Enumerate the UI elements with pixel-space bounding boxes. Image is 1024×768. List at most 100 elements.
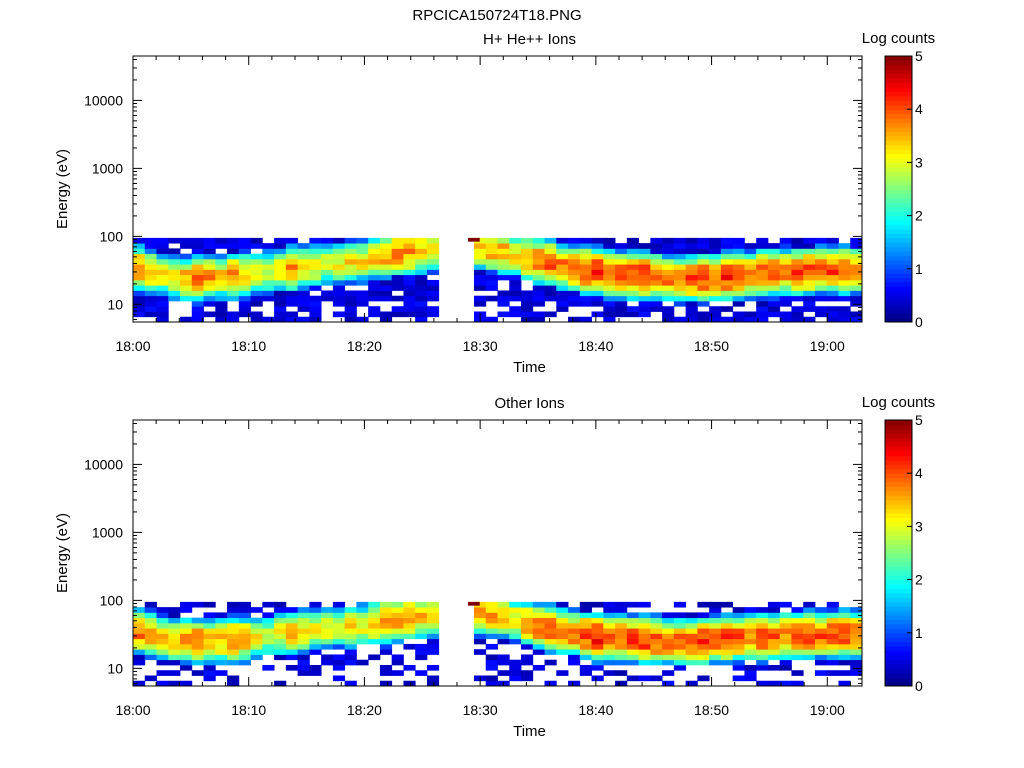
colorbar-swatch (885, 268, 912, 274)
spectrogram-cell (720, 628, 734, 634)
spectrogram-cell (321, 243, 334, 249)
spectrogram-cell (133, 638, 146, 645)
spectrogram-cell (356, 264, 369, 270)
spectrogram-cell (356, 248, 369, 255)
spectrogram-cell (321, 264, 334, 270)
spectrogram-cell (356, 279, 369, 286)
spectrogram-cell (626, 649, 639, 655)
spectrogram-cell (556, 243, 569, 249)
spectrogram-cell (673, 264, 687, 270)
spectrogram-cell (756, 659, 769, 666)
spectrogram-cell (426, 628, 440, 634)
spectrogram-cell (509, 279, 522, 286)
spectrogram-cell (756, 306, 769, 312)
spectrogram-cell (556, 300, 569, 307)
spectrogram-cell (426, 633, 440, 640)
spectrogram-cell (215, 612, 228, 619)
spectrogram-cell (814, 243, 828, 249)
spectrogram-cell (603, 269, 616, 276)
spectrogram-cell (568, 269, 581, 276)
spectrogram-cell (379, 237, 393, 244)
colorbar-swatch (885, 553, 912, 558)
spectrogram-cell (709, 248, 722, 255)
spectrogram-cell (156, 670, 169, 676)
spectrogram-cell (615, 269, 628, 276)
spectrogram-cell (521, 311, 534, 318)
spectrogram-cell (379, 617, 393, 624)
colorbar-swatch (885, 646, 912, 652)
spectrogram-cell (203, 601, 216, 608)
spectrogram-cell (709, 264, 722, 270)
spectrogram-cell (767, 664, 781, 671)
spectrogram-cell (156, 274, 169, 281)
spectrogram-cell (838, 643, 851, 650)
spectrogram-cell (615, 670, 628, 676)
spectrogram-cell (133, 248, 146, 255)
x-tick-label: 18:00 (115, 702, 150, 718)
spectrogram-cell (356, 612, 369, 619)
spectrogram-cell (814, 643, 828, 650)
colorbar-swatch (885, 535, 912, 541)
spectrogram-cell (274, 295, 287, 302)
spectrogram-cell (579, 300, 592, 307)
spectrogram-cell (779, 237, 792, 244)
spectrogram-cell (238, 264, 251, 270)
spectrogram-cell (814, 607, 828, 613)
spectrogram-cell (203, 258, 216, 265)
spectrogram-cell (779, 248, 792, 255)
spectrogram-cell (203, 248, 216, 255)
spectrogram-cell (168, 279, 181, 286)
spectrogram-cell (191, 274, 204, 281)
spectrogram-cell (403, 295, 416, 302)
spectrogram-cell (332, 279, 346, 286)
spectrogram-cell (285, 607, 299, 613)
spectrogram-cell (650, 274, 663, 281)
spectrogram-cell (285, 612, 299, 619)
spectrogram-cell (662, 654, 675, 661)
spectrogram-cell (415, 274, 428, 281)
spectrogram-cell (650, 306, 663, 312)
spectrogram-cell (344, 264, 357, 270)
spectrogram-cell (838, 290, 851, 297)
spectrogram-cell (521, 601, 534, 608)
spectrogram-cell (215, 654, 228, 661)
spectrogram-cell (650, 285, 663, 291)
spectrogram-cell (685, 285, 698, 291)
spectrogram-cell (144, 633, 157, 640)
spectrogram-cell (603, 654, 616, 661)
spectrogram-cell (662, 248, 675, 255)
figure-title: RPCICA150724T18.PNG (412, 7, 581, 24)
spectrogram-cell (379, 316, 393, 323)
colorbar-tick-label: 2 (915, 572, 923, 588)
spectrogram-cell (309, 243, 322, 249)
spectrogram-cell (262, 601, 275, 608)
colorbar-swatch (885, 632, 912, 638)
spectrogram-cell (556, 306, 569, 312)
spectrogram-cell (544, 237, 557, 244)
spectrogram-cell (309, 253, 322, 260)
spectrogram-cell (415, 612, 428, 619)
spectrogram-cell (180, 628, 193, 634)
spectrogram-cell (473, 258, 487, 265)
spectrogram-cell (791, 680, 804, 687)
spectrogram-cell (850, 654, 863, 661)
spectrogram-cell (556, 643, 569, 650)
spectrogram-cell (638, 285, 651, 291)
spectrogram-cell (227, 290, 240, 297)
spectrogram-cell (497, 633, 510, 640)
spectrogram-cell (850, 243, 863, 249)
spectrogram-cell (156, 628, 169, 634)
spectrogram-cell (826, 264, 839, 270)
spectrogram-cell (803, 295, 816, 302)
spectrogram-cell (191, 659, 204, 666)
spectrogram-cell (485, 279, 498, 286)
spectrogram-cell (415, 264, 428, 270)
spectrogram-cell (803, 612, 816, 619)
spectrogram-cell (803, 643, 816, 650)
spectrogram-cell (579, 664, 592, 671)
spectrogram-cell (615, 607, 628, 613)
spectrogram-cell (168, 659, 181, 666)
spectrogram-cell (415, 643, 428, 650)
spectrogram-cell (756, 264, 769, 270)
spectrogram-cell (238, 659, 251, 666)
